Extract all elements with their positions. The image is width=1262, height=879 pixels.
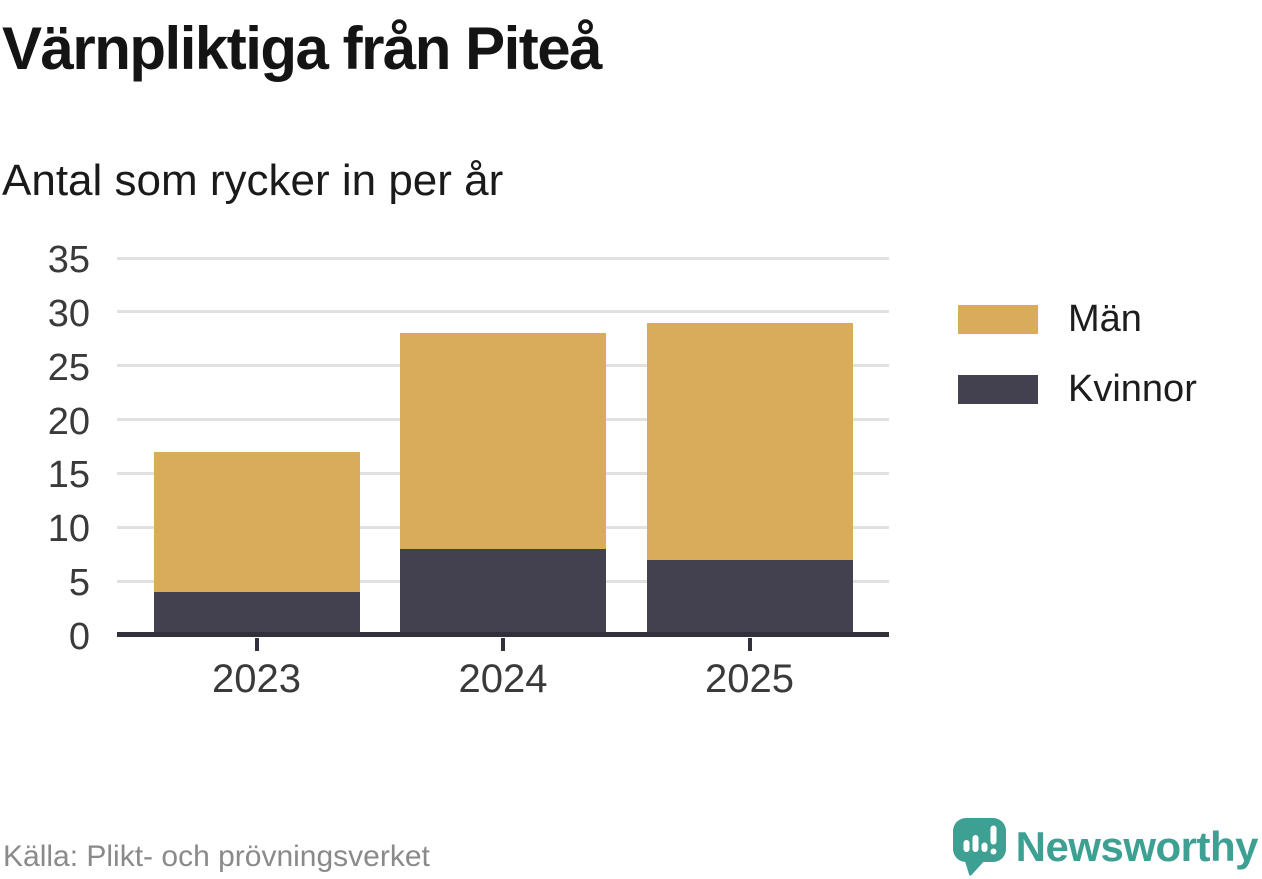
page-title: Värnpliktiga från Piteå <box>2 15 603 82</box>
x-axis-labels: 2023 2024 2025 <box>117 655 889 705</box>
gridline-30 <box>117 310 889 314</box>
x-axis-label-2024: 2024 <box>458 657 548 701</box>
newsworthy-bubble-chart-icon <box>952 818 1006 876</box>
y-tick-label-15: 15 <box>47 454 90 497</box>
y-tick-label-25: 25 <box>47 346 90 389</box>
x-tick-2024 <box>501 638 505 651</box>
newsworthy-logo: Newsworthy <box>952 818 1259 876</box>
bar-2024-kvinnor <box>400 548 606 635</box>
bar-2025-män <box>646 322 853 560</box>
bar-2023-män <box>153 451 360 592</box>
legend-item-män: Män <box>958 298 1197 341</box>
legend-label-kvinnor: Kvinnor <box>1068 368 1197 410</box>
source-note: Källa: Plikt- och prövningsverket <box>3 840 430 873</box>
y-tick-label-0: 0 <box>68 616 90 658</box>
bar-2024-män <box>400 333 606 549</box>
y-axis-labels: 0 5 10 15 20 25 30 35 <box>0 241 90 656</box>
x-axis-label-2025: 2025 <box>705 657 794 701</box>
y-tick-label-10: 10 <box>47 508 90 551</box>
chart-subtitle: Antal som rycker in per år <box>2 156 504 205</box>
x-tick-2025 <box>747 638 752 651</box>
brand-wordmark: Newsworthy <box>1015 823 1259 870</box>
x-axis-label-2023: 2023 <box>212 657 301 701</box>
y-tick-label-30: 30 <box>47 292 90 335</box>
legend-item-kvinnor: Kvinnor <box>958 368 1197 411</box>
y-tick-label-20: 20 <box>47 400 90 443</box>
plot-area <box>117 256 889 651</box>
chart-legend: Män Kvinnor <box>958 298 1197 438</box>
gridline-35 <box>117 256 889 260</box>
bar-2025-kvinnor <box>646 559 853 635</box>
y-tick-label-5: 5 <box>68 562 90 605</box>
x-axis-line <box>117 632 889 637</box>
legend-swatch-kvinnor <box>958 375 1038 404</box>
x-tick-2023 <box>254 638 259 651</box>
legend-label-män: Män <box>1068 298 1142 340</box>
bar-2023-kvinnor <box>153 591 360 635</box>
y-tick-label-35: 35 <box>47 239 90 281</box>
legend-swatch-män <box>958 305 1038 334</box>
